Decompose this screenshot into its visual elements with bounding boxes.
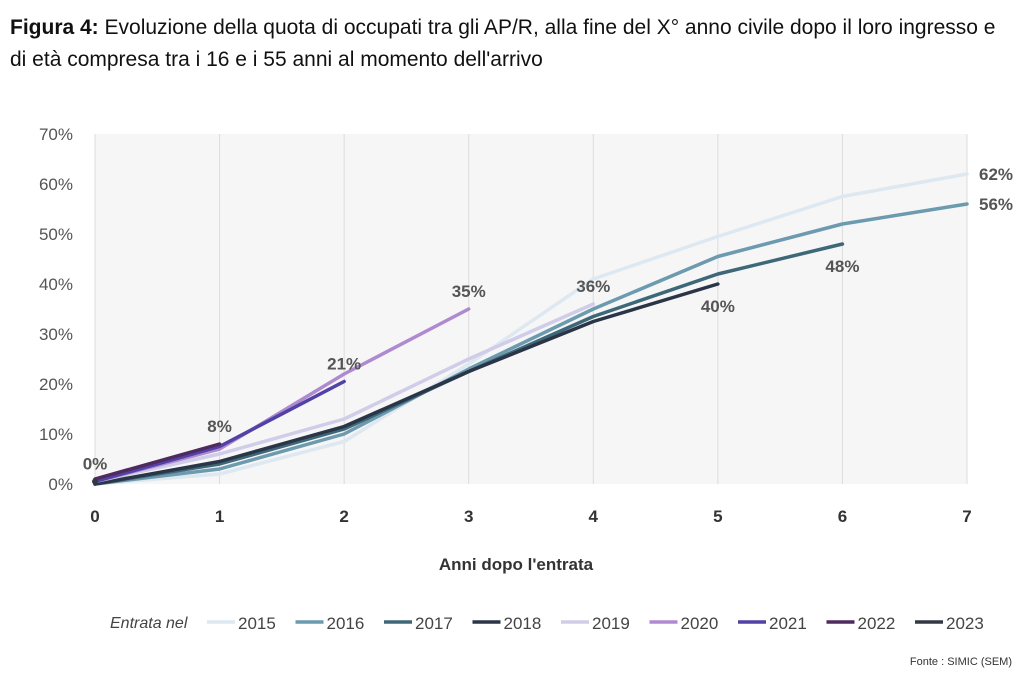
series-line-2016 bbox=[93, 202, 969, 486]
y-tick-label: 70% bbox=[39, 125, 73, 144]
legend-label-2020: 2020 bbox=[681, 614, 719, 633]
data-label: 40% bbox=[701, 297, 735, 316]
y-tick-label: 50% bbox=[39, 225, 73, 244]
legend-label-2022: 2022 bbox=[858, 614, 896, 633]
y-tick-label: 60% bbox=[39, 175, 73, 194]
legend-label-2018: 2018 bbox=[504, 614, 542, 633]
series-line-2019 bbox=[93, 302, 596, 484]
x-tick-label: 6 bbox=[838, 507, 847, 526]
legend-title: Entrata nel bbox=[110, 615, 188, 632]
legend-label-2017: 2017 bbox=[415, 614, 453, 633]
series-line-2021 bbox=[93, 379, 346, 484]
x-tick-label: 1 bbox=[215, 507, 224, 526]
figure-title-prefix: Figura 4: bbox=[10, 16, 99, 39]
data-label: 0% bbox=[83, 455, 108, 474]
series-line-2018 bbox=[93, 282, 720, 486]
y-tick-label: 0% bbox=[48, 475, 73, 494]
data-label: 21% bbox=[327, 355, 361, 374]
data-label: 62% bbox=[979, 165, 1013, 184]
data-label: 56% bbox=[979, 195, 1013, 214]
plot-area bbox=[95, 134, 967, 484]
data-label: 8% bbox=[207, 417, 232, 436]
source-note: Fonte : SIMIC (SEM) bbox=[909, 656, 1012, 668]
legend-label-2023: 2023 bbox=[946, 614, 984, 633]
x-tick-label: 2 bbox=[339, 507, 348, 526]
figure-title: Figura 4: Evoluzione della quota di occu… bbox=[10, 12, 1014, 76]
x-tick-label: 5 bbox=[713, 507, 722, 526]
data-label: 48% bbox=[825, 257, 859, 276]
x-tick-label: 4 bbox=[589, 507, 599, 526]
figure-title-text: Evoluzione della quota di occupati tra g… bbox=[10, 16, 996, 71]
x-tick-label: 7 bbox=[962, 507, 971, 526]
legend-label-2021: 2021 bbox=[769, 614, 807, 633]
data-label: 36% bbox=[576, 277, 610, 296]
series-line-2022 bbox=[93, 442, 222, 481]
y-tick-label: 30% bbox=[39, 325, 73, 344]
series-point-2023 bbox=[92, 478, 98, 485]
data-label: 35% bbox=[452, 282, 486, 301]
legend-label-2015: 2015 bbox=[238, 614, 276, 633]
x-tick-label: 0 bbox=[90, 507, 99, 526]
y-tick-label: 10% bbox=[39, 425, 73, 444]
legend-label-2016: 2016 bbox=[327, 614, 365, 633]
legend-label-2019: 2019 bbox=[592, 614, 630, 633]
series-line-2015 bbox=[93, 172, 969, 486]
x-tick-label: 3 bbox=[464, 507, 473, 526]
y-tick-label: 40% bbox=[39, 275, 73, 294]
x-axis-label: Anni dopo l'entrata bbox=[439, 555, 594, 574]
y-tick-label: 20% bbox=[39, 375, 73, 394]
